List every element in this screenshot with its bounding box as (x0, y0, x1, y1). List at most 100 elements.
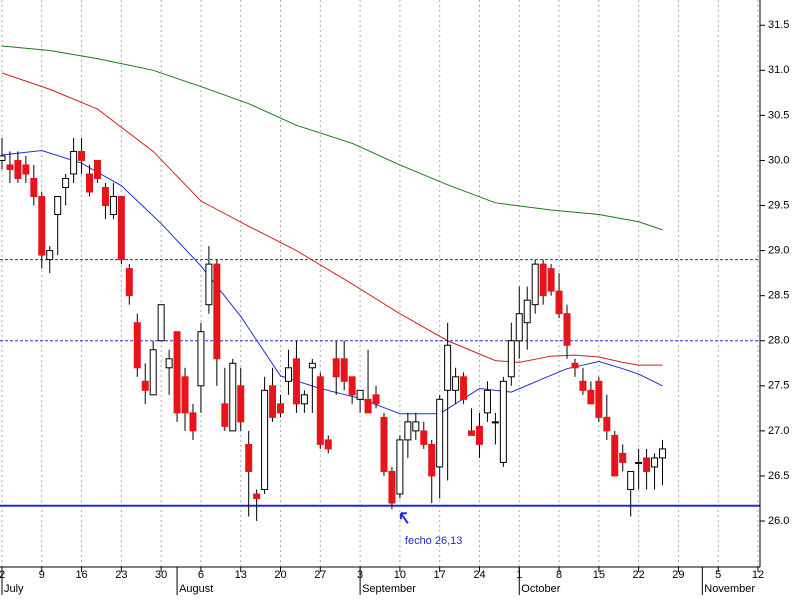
candle-body (0, 155, 6, 161)
candle-body (308, 362, 316, 369)
x-tick-label: 10 (394, 569, 406, 581)
candle-body (245, 443, 253, 472)
candle-body (189, 412, 197, 432)
candle-body (253, 493, 261, 499)
candle-body (547, 268, 555, 292)
candle-body (93, 159, 101, 179)
candle-body (133, 322, 141, 369)
candle-body (499, 380, 507, 463)
candle-body (412, 421, 420, 432)
candle-body (571, 362, 579, 369)
candle-body (444, 344, 452, 391)
candle-body (563, 313, 571, 346)
candle-body (300, 394, 308, 405)
candle-body (420, 430, 428, 445)
candle-body (213, 263, 221, 360)
x-tick-label: 27 (314, 569, 326, 581)
x-tick-label: 2 (0, 569, 5, 581)
candle-body (595, 380, 603, 418)
y-tick-label: 26.5 (768, 470, 789, 482)
candle-body (261, 389, 269, 490)
candle-body (269, 385, 277, 418)
candle-body (380, 416, 388, 472)
y-tick-label: 26.0 (768, 515, 789, 527)
candle-body (531, 263, 539, 306)
month-label: September (362, 583, 416, 595)
x-tick-label: 9 (39, 569, 45, 581)
candle-body (101, 186, 109, 207)
y-tick-label: 29.0 (768, 245, 789, 257)
candle-body (635, 461, 643, 464)
candle-body (388, 470, 396, 504)
y-tick-label: 27.5 (768, 380, 789, 392)
candle-body (611, 434, 619, 477)
candle-body (659, 448, 667, 459)
x-tick-label: 17 (434, 569, 446, 581)
candle-body (627, 470, 635, 490)
candle-body (284, 367, 292, 382)
candle-body (117, 196, 125, 261)
candle-body (46, 250, 54, 261)
candle-body (86, 173, 94, 193)
candle-body (436, 398, 444, 468)
x-tick-label: 29 (672, 569, 684, 581)
candle-body (38, 196, 46, 256)
candle-body (181, 376, 189, 414)
moving-average-line (1, 72, 663, 366)
x-tick-label: 12 (752, 569, 764, 581)
x-tick-label: 22 (633, 569, 645, 581)
month-label: August (179, 583, 213, 595)
y-tick-label: 28.0 (768, 335, 789, 347)
x-tick-label: 23 (115, 569, 127, 581)
candle-body (165, 358, 173, 369)
candle-body (157, 304, 165, 342)
candle-body (507, 340, 515, 378)
candle-body (141, 380, 149, 391)
candle-body (396, 439, 404, 495)
candle-body (475, 425, 483, 445)
candle-body (205, 263, 213, 306)
month-label: November (704, 583, 755, 595)
candle-body (70, 150, 78, 175)
candle-body (340, 358, 348, 382)
candle-body (515, 313, 523, 342)
y-tick-label: 28.5 (768, 290, 789, 302)
candle-body (229, 362, 237, 432)
candle-body (619, 452, 627, 463)
x-tick-label: 20 (274, 569, 286, 581)
candle-body (6, 164, 14, 170)
candle-body (62, 177, 70, 188)
candle-body (237, 385, 245, 423)
candle-body (579, 380, 587, 391)
candle-body (54, 196, 62, 216)
x-tick-label: 16 (75, 569, 87, 581)
candle-body (428, 443, 436, 477)
candle-body (603, 416, 611, 432)
candle-body (587, 389, 595, 405)
candle-body (125, 268, 133, 297)
x-tick-label: 13 (235, 569, 247, 581)
y-tick-label: 30.0 (768, 154, 789, 166)
candle-body (30, 177, 38, 198)
month-label: October (521, 583, 560, 595)
x-tick-label: 8 (556, 569, 562, 581)
moving-average-line (1, 150, 663, 415)
candle-body (348, 376, 356, 396)
candle-body (468, 430, 476, 436)
candle-body (149, 349, 157, 396)
candle-body (14, 159, 22, 179)
annotation-arrow (399, 512, 409, 524)
y-tick-label: 29.5 (768, 199, 789, 211)
x-tick-label: 30 (155, 569, 167, 581)
y-tick-label: 31.0 (768, 64, 789, 76)
moving-average-line (1, 45, 663, 231)
candle-body (197, 331, 205, 387)
candle-body (460, 376, 468, 400)
candle-body (316, 376, 324, 445)
candle-body (523, 299, 531, 324)
candle-body (643, 457, 651, 472)
y-tick-label: 31.5 (768, 19, 789, 31)
y-tick-label: 27.0 (768, 425, 789, 437)
candle-body (452, 376, 460, 391)
